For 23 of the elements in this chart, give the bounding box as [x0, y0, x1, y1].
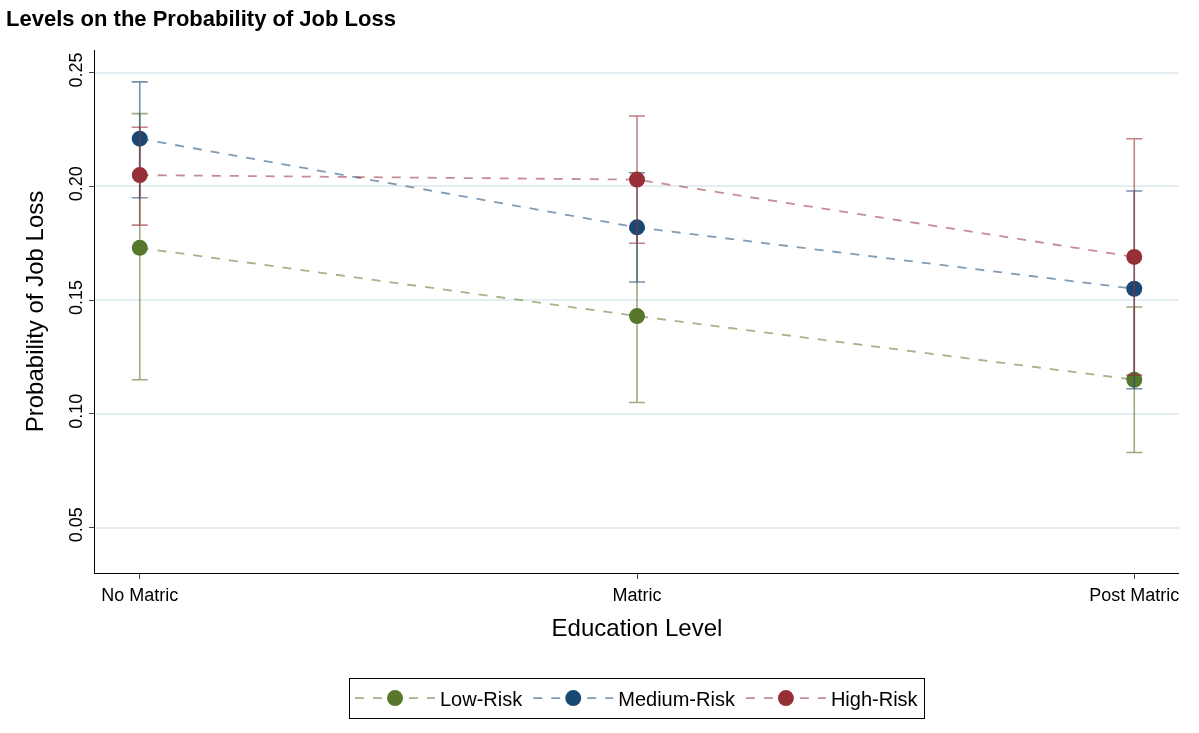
legend-label: Low-Risk [440, 687, 524, 710]
y-tick-label: 0.10 [65, 393, 86, 429]
point [131, 239, 148, 256]
x-tick-label: Matric [612, 584, 662, 605]
point [629, 219, 645, 236]
y-tick-label: 0.05 [65, 507, 86, 543]
y-tick-label: 0.20 [65, 166, 86, 202]
point [131, 167, 148, 184]
y-tick-label: 0.25 [65, 52, 86, 88]
y-tick-label: 0.15 [65, 279, 86, 315]
point [131, 130, 148, 147]
point [629, 171, 645, 188]
point [629, 308, 645, 325]
y-axis-title: Probability of Job Loss [20, 190, 48, 433]
x-tick-label: No Matric [101, 584, 179, 605]
point [1126, 371, 1143, 388]
legend-label: Medium-Risk [618, 687, 736, 710]
point [1126, 248, 1143, 265]
x-axis-title: Education Level [551, 613, 723, 641]
x-tick-label: Post Matric [1089, 584, 1180, 605]
legend-label: High-Risk [830, 687, 919, 710]
chart-title: Levels on the Probability of Job Loss [5, 6, 396, 32]
point [1126, 280, 1143, 297]
